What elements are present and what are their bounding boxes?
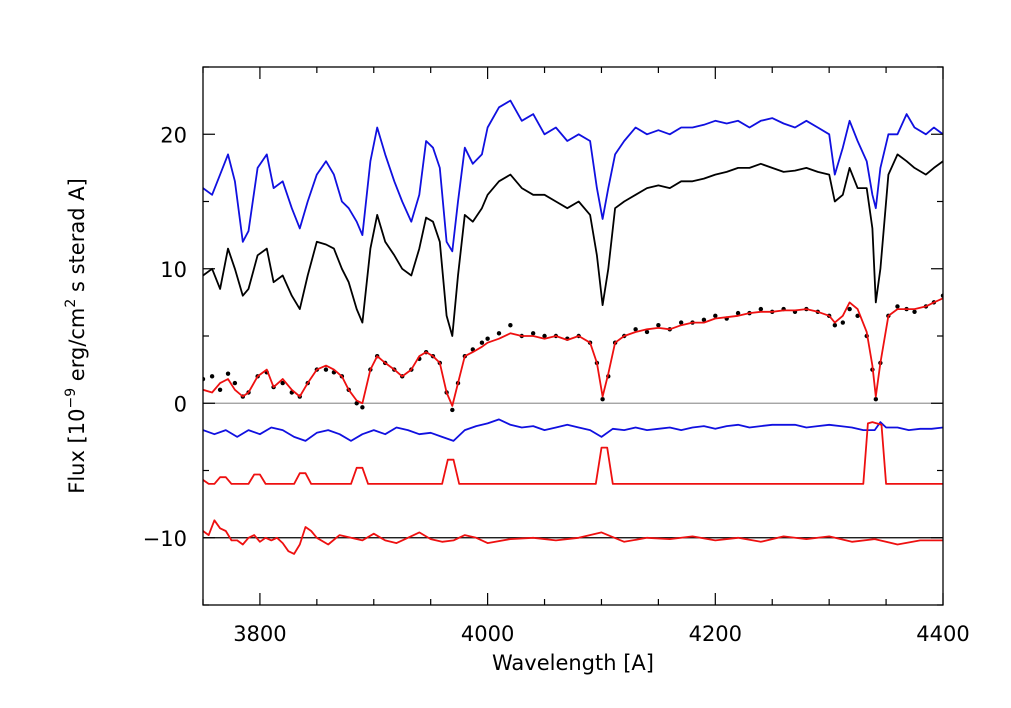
y-tick-labels: −10 0 10 20 [143, 123, 187, 551]
data-point [354, 401, 359, 406]
series-1-line [203, 153, 943, 337]
data-point [912, 309, 917, 314]
x-tick-labels: 3800 4000 4200 4400 [233, 622, 970, 646]
series-0-line [203, 99, 943, 253]
axis-ticks [202, 66, 944, 606]
series-5-line [203, 421, 943, 485]
data-point [479, 340, 485, 345]
data-point [600, 397, 605, 402]
data-point [855, 313, 860, 319]
data-point [225, 371, 231, 376]
data-point [450, 407, 455, 413]
data-point [323, 367, 329, 372]
series-layer [203, 99, 943, 555]
reference-lines [203, 402, 943, 539]
y-tick-label: 20 [160, 123, 187, 147]
data-point [280, 380, 285, 386]
data-point [508, 323, 513, 328]
y-axis-title: Flux [10−9 erg/cm2 s sterad A] [63, 178, 89, 494]
data-point [895, 304, 900, 309]
data-point [701, 317, 707, 323]
data-point [485, 336, 490, 341]
series-3-line [203, 297, 943, 407]
data-point [633, 327, 638, 332]
y-tick-label: 0 [174, 392, 187, 416]
series-2 [203, 293, 943, 413]
x-tick-label: 4200 [689, 622, 742, 646]
data-point [656, 323, 661, 328]
data-point [542, 333, 547, 339]
data-point [758, 306, 764, 312]
y-tick-label: −10 [143, 527, 187, 551]
x-axis-title: Wavelength [A] [492, 651, 654, 675]
data-point [832, 323, 838, 328]
x-tick-label: 4400 [916, 622, 969, 646]
data-point [847, 306, 852, 312]
data-point [360, 405, 365, 410]
x-tick-label: 3800 [233, 622, 286, 646]
data-point [840, 320, 846, 325]
data-point [644, 329, 650, 335]
data-point [209, 374, 215, 379]
data-point [713, 313, 718, 319]
y-tick-label: 10 [160, 258, 187, 282]
data-point [678, 320, 684, 325]
series-4-line [203, 418, 943, 442]
data-point [217, 387, 223, 392]
data-point [735, 310, 741, 316]
series-6-line [203, 519, 943, 555]
data-point [873, 397, 879, 402]
data-point [530, 331, 536, 336]
data-point [232, 380, 238, 386]
plot-frame [202, 66, 944, 606]
x-tick-label: 4000 [461, 622, 514, 646]
data-point [496, 331, 502, 336]
